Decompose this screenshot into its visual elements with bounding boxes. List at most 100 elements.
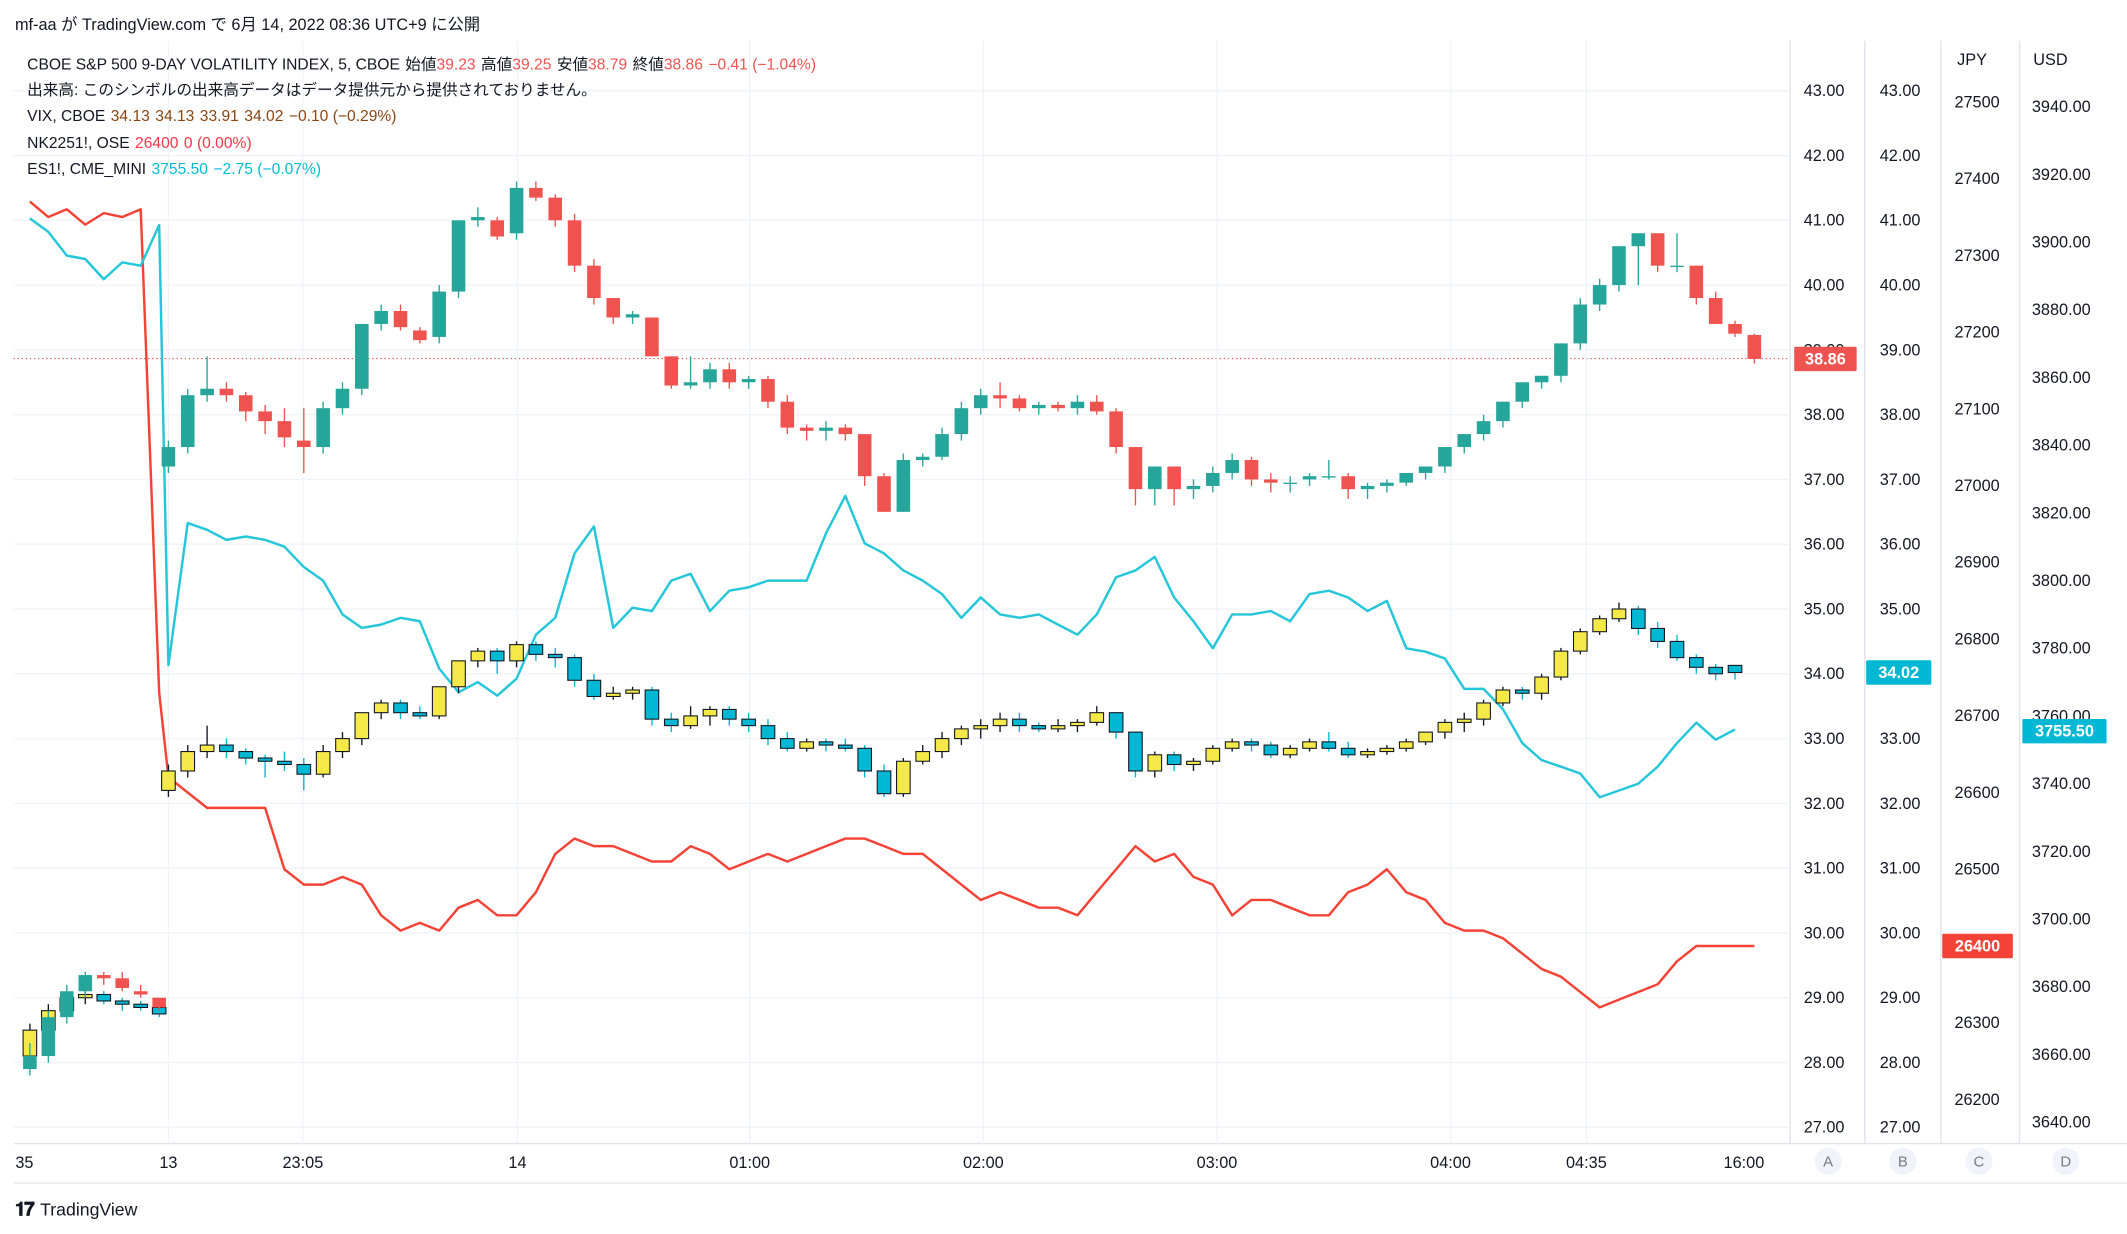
vix-candle[interactable] (586, 679, 602, 698)
vix-candle[interactable] (1360, 751, 1375, 756)
price-tag-vix9d[interactable]: 38.86 (1794, 346, 1857, 372)
vix9d-candle[interactable] (1573, 304, 1588, 344)
vix9d-candle[interactable] (1708, 298, 1723, 324)
vix-candle[interactable] (818, 741, 834, 746)
vix-candle[interactable] (161, 770, 176, 791)
vix9d-candle[interactable] (1302, 476, 1317, 480)
vix-candle[interactable] (625, 689, 640, 694)
vix-candle[interactable] (1592, 618, 1607, 633)
vix-candle[interactable] (354, 712, 370, 740)
vix9d-candle[interactable] (355, 323, 369, 389)
legend-main-series[interactable]: CBOE S&P 500 9-DAY VOLATILITY INDEX, 5, … (27, 53, 821, 79)
vix9d-candle[interactable] (258, 411, 272, 422)
vix-candle[interactable] (1340, 747, 1356, 756)
vix9d-candle[interactable] (1128, 447, 1143, 490)
price-tag-nk[interactable]: 26400 (1942, 933, 2013, 959)
vix9d-candle[interactable] (1148, 466, 1162, 490)
vix9d-candle[interactable] (374, 311, 388, 324)
vix-candle[interactable] (896, 760, 911, 795)
vix-candle[interactable] (257, 757, 273, 762)
vix-candle[interactable] (1495, 689, 1511, 704)
vix-candle[interactable] (114, 1000, 130, 1005)
vix9d-candle[interactable] (1515, 382, 1530, 402)
vix9d-candle[interactable] (1457, 434, 1472, 448)
vix9d-candle[interactable] (60, 991, 74, 1018)
vix9d-candle[interactable] (587, 265, 601, 299)
vix9d-candle[interactable] (161, 447, 176, 467)
vix9d-candle[interactable] (1244, 460, 1259, 480)
vix-candle[interactable] (277, 760, 292, 766)
vix-candle[interactable] (876, 770, 892, 795)
vix9d-candle[interactable] (413, 330, 427, 341)
vix-candle[interactable] (1669, 640, 1685, 659)
vix-candle[interactable] (1263, 744, 1279, 756)
vix-candle[interactable] (451, 660, 466, 688)
vix-candle[interactable] (315, 751, 331, 775)
axis-button-c[interactable]: C (1965, 1147, 1993, 1175)
vix9d-candle[interactable] (490, 220, 505, 237)
vix9d-candle[interactable] (703, 369, 717, 383)
vix-candle[interactable] (741, 718, 756, 727)
vix9d-candle[interactable] (1670, 265, 1684, 268)
vix-candle[interactable] (1282, 747, 1298, 756)
vix9d-candle[interactable] (96, 975, 111, 979)
vix-candle[interactable] (1302, 741, 1317, 749)
vix-candle[interactable] (1572, 631, 1588, 652)
vix9d-candle[interactable] (316, 408, 330, 448)
vix-candle[interactable] (934, 738, 950, 753)
vix-candle[interactable] (1321, 741, 1337, 749)
vix-candle[interactable] (1205, 747, 1221, 762)
vix-candle[interactable] (393, 702, 408, 714)
vix-candle[interactable] (1630, 608, 1646, 629)
vix9d-candle[interactable] (915, 456, 930, 461)
vix-candle[interactable] (683, 715, 698, 727)
vix-candle[interactable] (1379, 747, 1395, 753)
vix-candle[interactable] (528, 644, 544, 655)
vix9d-candle[interactable] (451, 220, 466, 292)
vix9d-candle[interactable] (1283, 482, 1297, 485)
vix-candle[interactable] (219, 744, 234, 753)
vix9d-candle[interactable] (896, 460, 911, 512)
vix9d-candle[interactable] (1438, 447, 1452, 467)
axis-button-b[interactable]: B (1889, 1147, 1917, 1175)
vix9d-candle[interactable] (1650, 233, 1665, 266)
vix-candle[interactable] (1437, 721, 1453, 733)
vix9d-candle[interactable] (238, 395, 253, 412)
vix9d-candle[interactable] (1554, 343, 1568, 376)
vix9d-candle[interactable] (877, 476, 891, 512)
vix-candle[interactable] (133, 1003, 149, 1008)
vix9d-candle[interactable] (1496, 401, 1510, 422)
axis-button-d[interactable]: D (2052, 1147, 2080, 1175)
vix-candle[interactable] (296, 763, 312, 775)
vix-candle[interactable] (489, 650, 505, 662)
vix-candle[interactable] (509, 644, 524, 662)
vix9d-candle[interactable] (1399, 472, 1414, 483)
axis-button-a[interactable]: A (1814, 1147, 1842, 1175)
vix9d-candle[interactable] (41, 1017, 56, 1057)
vix9d-candle[interactable] (1418, 466, 1433, 473)
vix-candle[interactable] (547, 653, 563, 659)
vix9d-candle[interactable] (780, 401, 795, 428)
vix-candle[interactable] (1244, 741, 1259, 746)
price-tag-es[interactable]: 3755.50 (2022, 718, 2107, 744)
vix-candle[interactable] (1727, 664, 1743, 674)
vix9d-candle[interactable] (1264, 479, 1278, 483)
vix-candle[interactable] (199, 744, 215, 753)
vix-candle[interactable] (1031, 725, 1047, 730)
vix-candle[interactable] (1689, 657, 1704, 668)
vix-candle[interactable] (1418, 731, 1433, 743)
vix-candle[interactable] (1070, 721, 1085, 727)
vix-candle[interactable] (1708, 666, 1724, 675)
vix9d-candle[interactable] (567, 220, 582, 266)
vix-candle[interactable] (412, 712, 428, 717)
vix9d-candle[interactable] (606, 298, 621, 318)
vix9d-candle[interactable] (432, 291, 446, 337)
vix9d-candle[interactable] (180, 395, 195, 448)
vix9d-candle[interactable] (393, 311, 408, 328)
vix-candle[interactable] (567, 657, 582, 681)
vix-candle[interactable] (1186, 760, 1201, 766)
vix9d-candle[interactable] (1089, 401, 1104, 412)
vix-candle[interactable] (1108, 712, 1124, 733)
vix9d-candle[interactable] (471, 217, 485, 221)
